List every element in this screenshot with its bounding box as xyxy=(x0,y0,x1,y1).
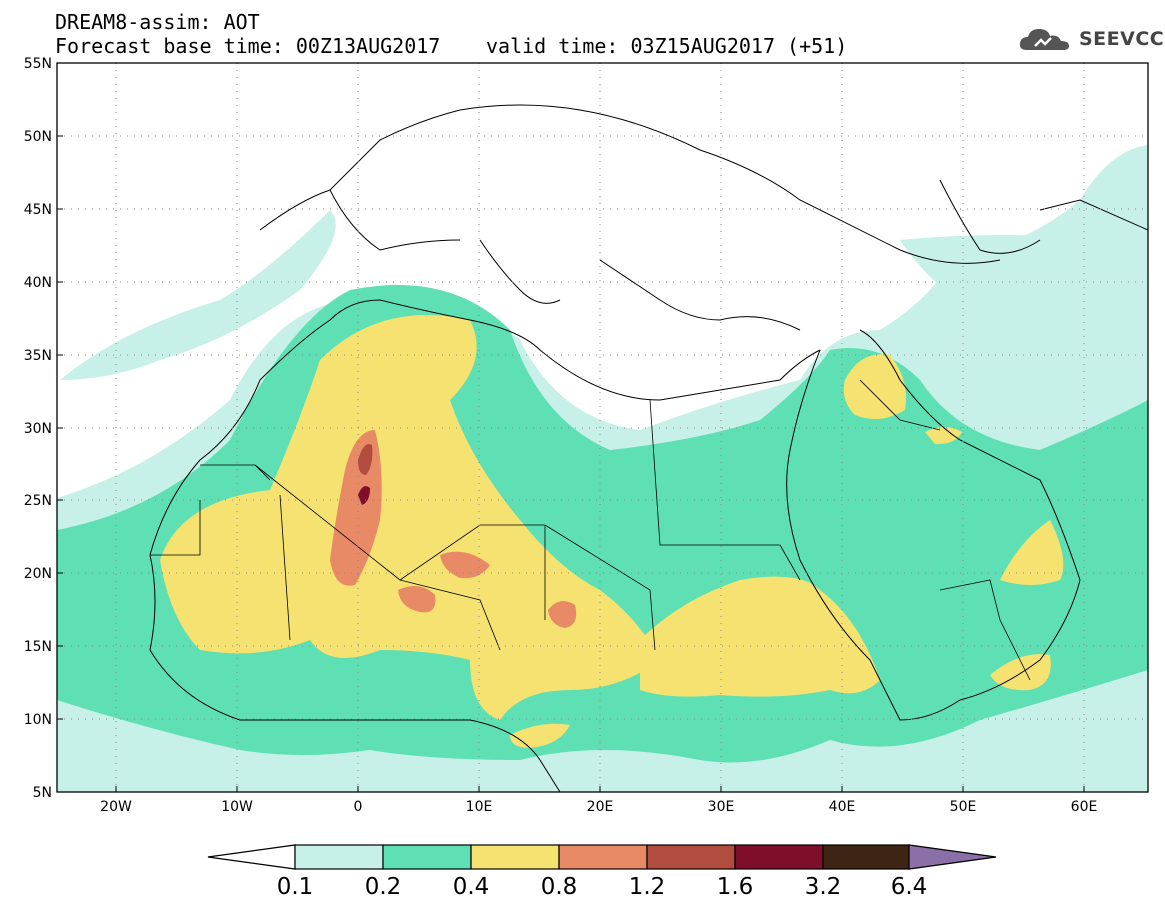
aot-region-0.8-niger xyxy=(440,551,490,579)
lat-label: 30N xyxy=(24,421,52,437)
aot-region-0.4-oman xyxy=(1000,520,1064,585)
colorbar-swatch-1 xyxy=(294,844,384,870)
lat-label: 10N xyxy=(24,712,52,728)
lon-label: 60E xyxy=(1071,799,1098,815)
colorbar-swatch-2 xyxy=(382,844,472,870)
lon-label: 30E xyxy=(708,799,735,815)
colorbar-label: 1.6 xyxy=(717,874,754,900)
aot-contours xyxy=(57,145,1148,792)
aot-region-0.4-sahel xyxy=(640,576,880,697)
lat-label: 15N xyxy=(24,639,52,655)
lon-label: 10E xyxy=(466,799,493,815)
borders xyxy=(150,379,1031,681)
lon-label: 20W xyxy=(100,799,132,815)
colorbar-swatch-6 xyxy=(734,844,824,870)
cloud-icon xyxy=(1019,29,1069,50)
axis-ticks xyxy=(57,62,1085,793)
graticule xyxy=(57,63,1148,792)
colorbar-below-arrow xyxy=(207,844,296,870)
coastlines xyxy=(149,104,1148,792)
lat-label: 40N xyxy=(24,275,52,291)
colorbar-label: 1.2 xyxy=(629,874,666,900)
aot-region-0.4-horn xyxy=(510,723,570,748)
colorbar-label: 0.1 xyxy=(277,874,314,900)
lat-label: 50N xyxy=(24,129,52,145)
aot-region-0.4-sahara xyxy=(160,315,660,720)
lon-label: 20E xyxy=(587,799,614,815)
colorbar-above-arrow xyxy=(908,844,997,870)
lat-label: 45N xyxy=(24,202,52,218)
lat-label: 55N xyxy=(24,56,52,72)
aot-region-0.4-gulf xyxy=(925,427,962,445)
valid-time: valid time: 03Z15AUG2017 (+51) xyxy=(486,34,848,58)
colorbar-swatch-5 xyxy=(646,844,736,870)
aot-region-1.2-a xyxy=(358,444,373,475)
colorbar xyxy=(207,844,997,870)
lon-label: 0 xyxy=(354,799,363,815)
aot-region-0.8-mali xyxy=(398,586,436,613)
forecast-base-time: Forecast base time: 00Z13AUG2017 xyxy=(55,34,441,58)
colorbar-label: 0.8 xyxy=(541,874,578,900)
colorbar-label: 3.2 xyxy=(805,874,842,900)
colorbar-swatch-4 xyxy=(558,844,648,870)
seevccc-logo: SEEVCCC xyxy=(1017,24,1165,54)
colorbar-swatch-7 xyxy=(822,844,910,870)
colorbar-label: 6.4 xyxy=(891,874,928,900)
lon-label: 40E xyxy=(829,799,856,815)
longitude-labels: 20W 10W 0 10E 20E 30E 40E 50E 60E xyxy=(100,799,1097,815)
lat-label: 35N xyxy=(24,348,52,364)
map-title: DREAM8-assim: AOT xyxy=(55,10,260,34)
lon-label: 10W xyxy=(221,799,253,815)
aot-region-0.1-west xyxy=(60,210,336,380)
lat-label: 25N xyxy=(24,493,52,509)
colorbar-label: 0.4 xyxy=(453,874,490,900)
lon-label: 50E xyxy=(950,799,977,815)
colorbar-swatch-3 xyxy=(470,844,560,870)
logo-text: SEEVCCC xyxy=(1079,28,1165,50)
latitude-labels: 55N 50N 45N 40N 35N 30N 25N 20N 15N 10N … xyxy=(24,56,52,801)
aot-region-0.4-iraq xyxy=(843,354,906,419)
lat-label: 5N xyxy=(33,785,52,801)
colorbar-label: 0.2 xyxy=(365,874,402,900)
colorbar-labels: 0.1 0.2 0.4 0.8 1.2 1.6 3.2 6.4 xyxy=(277,874,928,900)
aot-region-1.2-b xyxy=(358,486,370,505)
lat-label: 20N xyxy=(24,566,52,582)
aot-region-0.8-chad xyxy=(548,601,577,628)
